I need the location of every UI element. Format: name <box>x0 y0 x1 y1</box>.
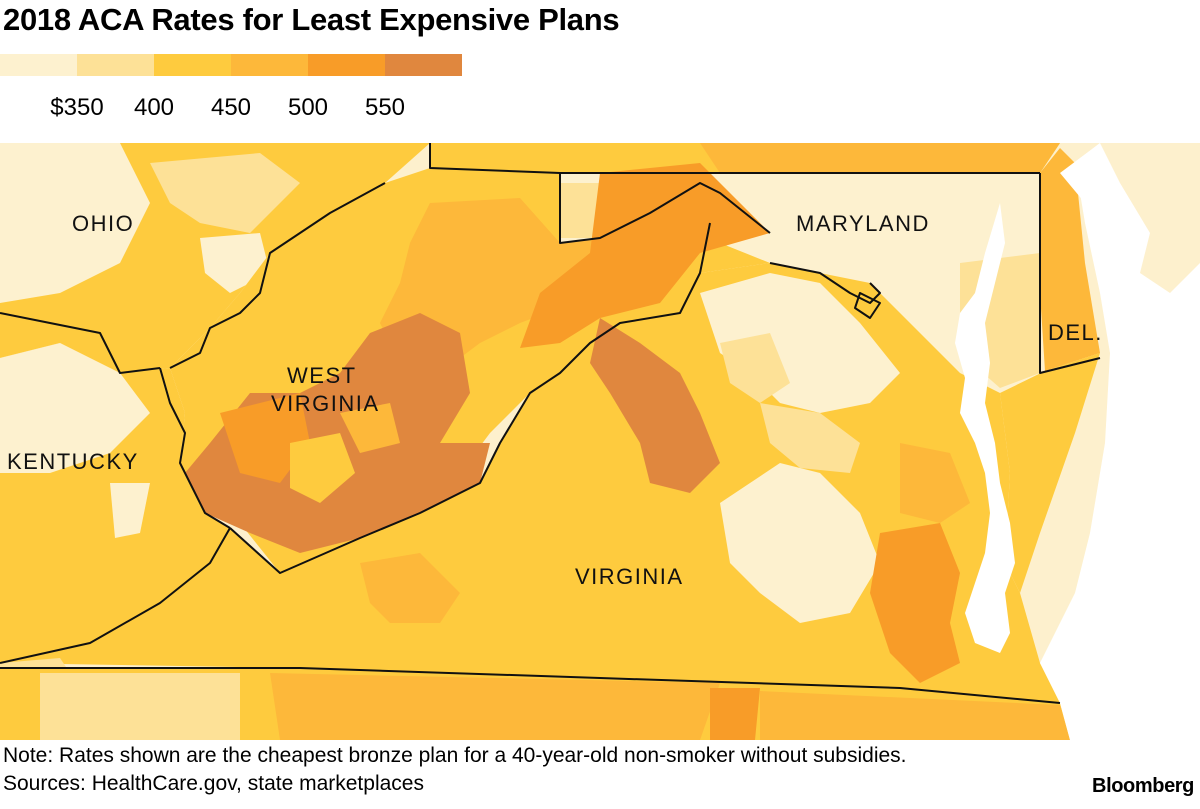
water-chesapeake-bay <box>955 203 1015 653</box>
border-wv-virginia <box>229 222 711 574</box>
border-ohio-kentucky <box>0 312 161 374</box>
state-borders <box>0 143 1101 704</box>
border-wv-kentucky <box>159 367 231 529</box>
region-va-dark-shenandoah <box>590 318 720 493</box>
region-delmarva-south <box>1000 353 1100 593</box>
region-va-orange-tidewater <box>870 523 960 683</box>
legend-labels: $350 400 450 500 550 <box>0 94 470 124</box>
choropleth-map: OHIO MARYLAND WEST VIRGINIA KENTUCKY VIR… <box>0 143 1200 740</box>
region-va-light-north <box>700 273 900 413</box>
region-va-tan-central <box>760 403 860 473</box>
border-nc-virginia <box>0 667 1061 704</box>
region-va-orange-neck <box>900 443 970 523</box>
label-ohio: OHIO <box>72 211 134 236</box>
region-new-jersey <box>1100 143 1200 293</box>
color-legend: $350 400 450 500 550 <box>0 54 470 124</box>
legend-swatch <box>385 54 462 76</box>
label-delaware: DEL. <box>1048 320 1103 345</box>
legend-color-bar <box>0 54 462 76</box>
chart-title: 2018 ACA Rates for Least Expensive Plans <box>3 2 620 37</box>
legend-label: $350 <box>50 94 104 121</box>
region-wv-dark-center <box>185 313 490 553</box>
region-maryland <box>560 173 1040 393</box>
border-va-maryland <box>769 262 881 304</box>
border-kentucky-virginia <box>0 527 231 664</box>
sources: Sources: HealthCare.gov, state marketpla… <box>3 772 424 795</box>
legend-swatch <box>231 54 308 76</box>
region-ohio-tan <box>150 153 300 233</box>
region-va-orange-southwest <box>360 553 460 623</box>
region-wv-light-pocket <box>340 403 400 453</box>
map-svg: OHIO MARYLAND WEST VIRGINIA KENTUCKY VIR… <box>0 143 1200 740</box>
label-west-virginia-line1: WEST <box>287 363 357 388</box>
border-dc <box>854 292 881 319</box>
region-nc-dark <box>710 688 760 740</box>
legend-label: 450 <box>210 94 252 121</box>
label-kentucky: KENTUCKY <box>7 449 139 474</box>
region-wv-orange-east <box>520 163 770 348</box>
legend-swatch <box>154 54 231 76</box>
label-maryland: MARYLAND <box>796 211 930 236</box>
region-nc-orange-east <box>760 691 1070 740</box>
border-wv-pennsylvania <box>429 143 1040 174</box>
legend-label: 550 <box>364 94 406 121</box>
region-wv-orange-west <box>220 393 310 483</box>
region-pennsylvania-orange <box>700 143 1060 173</box>
border-wv-maryland <box>559 173 771 244</box>
region-wv-yellow-pocket <box>290 433 355 503</box>
border-delaware <box>1039 173 1101 374</box>
label-west-virginia-line2: VIRGINIA <box>271 391 380 416</box>
legend-swatch <box>0 54 77 76</box>
region-nc-tan-west <box>40 673 240 740</box>
legend-label: 400 <box>133 94 175 121</box>
label-virginia: VIRGINIA <box>575 564 684 589</box>
region-ohio-light <box>0 143 150 303</box>
legend-label: 500 <box>287 94 329 121</box>
legend-swatch <box>308 54 385 76</box>
region-va-tan-north <box>720 333 790 403</box>
region-kentucky-light <box>0 343 150 473</box>
bloomberg-logo: Bloomberg <box>1092 775 1194 797</box>
footnote: Note: Rates shown are the cheapest bronz… <box>3 744 907 767</box>
water-atlantic-ocean <box>1040 143 1200 740</box>
border-ohio-river <box>169 182 386 369</box>
region-nc-orange <box>270 673 720 740</box>
region-delaware <box>1040 148 1100 371</box>
region-va-light-south <box>720 463 880 623</box>
region-kentucky-light-2 <box>110 483 150 538</box>
legend-swatch <box>77 54 154 76</box>
